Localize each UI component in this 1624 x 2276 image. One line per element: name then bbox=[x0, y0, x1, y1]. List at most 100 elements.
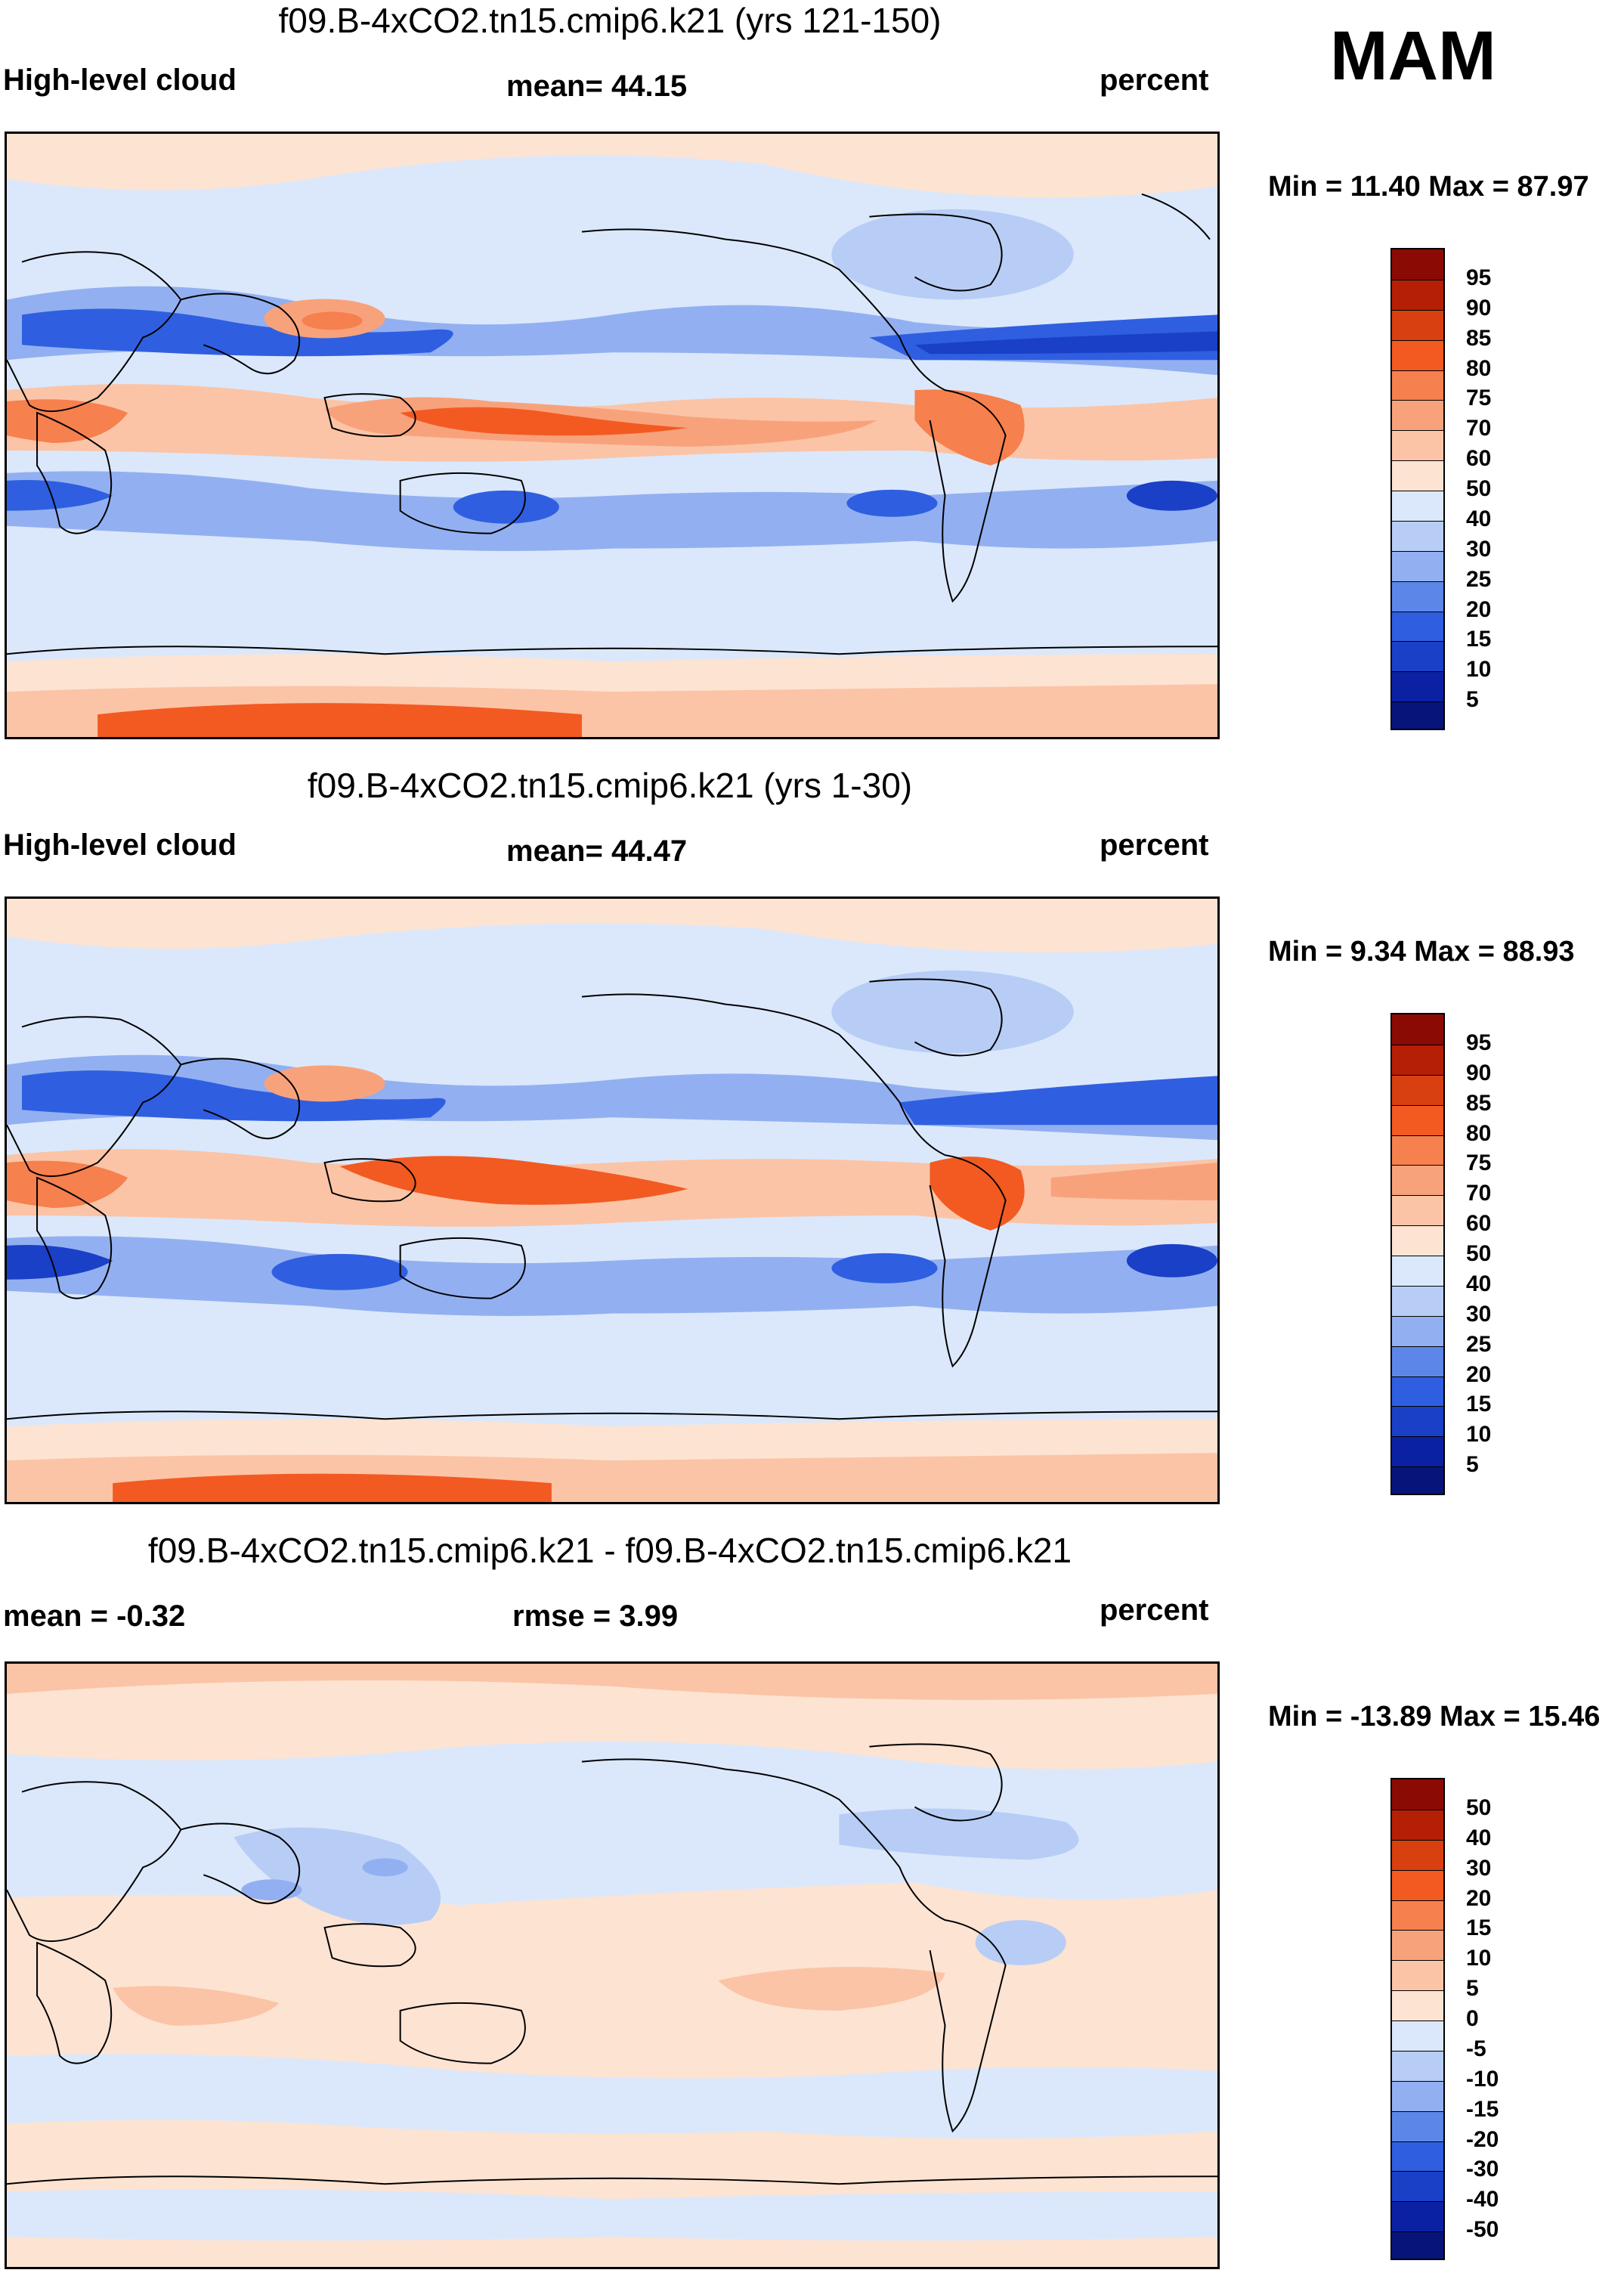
colorbar-swatch bbox=[1392, 1195, 1443, 1226]
colorbar-swatch bbox=[1392, 1839, 1443, 1870]
colorbar-swatch bbox=[1392, 460, 1443, 491]
colorbar-tick-label: 5 bbox=[1466, 1976, 1479, 2002]
colorbar-swatch bbox=[1392, 2141, 1443, 2172]
colorbar-tick-label: 15 bbox=[1466, 1915, 1492, 1941]
colorbar-tick-label: -30 bbox=[1466, 2157, 1499, 2182]
minmax-label: Min = 11.40 Max = 87.97 bbox=[1268, 171, 1589, 203]
colorbar-tick-label: -50 bbox=[1466, 2217, 1499, 2243]
colorbar-swatch bbox=[1392, 1809, 1443, 1840]
colorbar-swatches bbox=[1390, 1778, 1445, 2260]
colorbar-tick-label: 10 bbox=[1466, 657, 1492, 683]
colorbar-swatch bbox=[1392, 1869, 1443, 1900]
colorbar-swatch bbox=[1392, 2021, 1443, 2051]
colorbar-tick-label: 80 bbox=[1466, 355, 1492, 381]
colorbar-swatch bbox=[1392, 1960, 1443, 1991]
colorbar-2: 95 90 85 80 75 70 60 50 40 30 25 20 15 10 5 bbox=[1390, 1013, 1491, 1495]
colorbar-tick-label: 10 bbox=[1466, 1946, 1492, 1971]
units-label: percent bbox=[1100, 828, 1209, 862]
colorbar-tick-label: 40 bbox=[1466, 1825, 1492, 1850]
colorbar-swatch bbox=[1392, 1406, 1443, 1437]
colorbar-tick-label: 70 bbox=[1466, 416, 1492, 441]
colorbar-swatch bbox=[1392, 520, 1443, 551]
colorbar-tick-label: 5 bbox=[1466, 687, 1479, 713]
mean-label: mean = -0.32 bbox=[3, 1599, 186, 1633]
colorbar-tick-label: 95 bbox=[1466, 1030, 1492, 1055]
colorbar-tick-label: 5 bbox=[1466, 1452, 1479, 1478]
colorbar-tick-label: -15 bbox=[1466, 2096, 1499, 2122]
colorbar-tick-label: 60 bbox=[1466, 1211, 1492, 1237]
colorbar-swatch bbox=[1392, 430, 1443, 461]
colorbar-tick-label: 75 bbox=[1466, 386, 1492, 411]
colorbar-swatch bbox=[1392, 2231, 1443, 2259]
colorbar-swatch bbox=[1392, 2080, 1443, 2111]
colorbar-1: 95 90 85 80 75 70 60 50 40 30 25 20 15 10 5 bbox=[1390, 248, 1491, 730]
colorbar-swatches bbox=[1390, 1013, 1445, 1495]
colorbar-swatch bbox=[1392, 641, 1443, 672]
colorbar-swatch bbox=[1392, 1225, 1443, 1256]
mean-label: mean= 44.15 bbox=[506, 70, 688, 103]
colorbar-swatch bbox=[1392, 1315, 1443, 1346]
colorbar-swatch bbox=[1392, 1044, 1443, 1075]
minmax-label: Min = 9.34 Max = 88.93 bbox=[1268, 936, 1575, 968]
panel-title: f09.B-4xCO2.tn15.cmip6.k21 - f09.B-4xCO2… bbox=[147, 1531, 1072, 1570]
colorbar-tick-label: 90 bbox=[1466, 1060, 1492, 1085]
colorbar-swatch bbox=[1392, 1104, 1443, 1135]
colorbar-swatch bbox=[1392, 400, 1443, 431]
colorbar-swatch bbox=[1392, 550, 1443, 581]
colorbar-tick-label: -40 bbox=[1466, 2187, 1499, 2213]
colorbar-swatch bbox=[1392, 309, 1443, 340]
colorbar-tick-label: 30 bbox=[1466, 1301, 1492, 1327]
colorbar-swatch bbox=[1392, 1345, 1443, 1376]
colorbar-swatch bbox=[1392, 370, 1443, 401]
colorbar-tick-label: 50 bbox=[1466, 1794, 1492, 1820]
colorbar-tick-label: 60 bbox=[1466, 446, 1492, 472]
colorbar-swatch bbox=[1392, 2050, 1443, 2081]
units-label: percent bbox=[1100, 63, 1209, 97]
colorbar-tick-label: -10 bbox=[1466, 2066, 1499, 2092]
colorbar-swatch bbox=[1392, 1990, 1443, 2021]
colorbar-swatch bbox=[1392, 1466, 1443, 1494]
mean-label: mean= 44.47 bbox=[506, 835, 688, 868]
colorbar-swatches bbox=[1390, 248, 1445, 730]
colorbar-swatch bbox=[1392, 1256, 1443, 1286]
colorbar-tick-label: 85 bbox=[1466, 325, 1492, 351]
colorbar-swatch bbox=[1392, 249, 1443, 280]
colorbar-tick-label: 20 bbox=[1466, 1885, 1492, 1911]
colorbar-tick-label: -20 bbox=[1466, 2126, 1499, 2152]
colorbar-tick-label: 20 bbox=[1466, 596, 1492, 622]
colorbar-swatch bbox=[1392, 701, 1443, 729]
colorbar-tick-label: 50 bbox=[1466, 1241, 1492, 1266]
variable-label: High-level cloud bbox=[3, 828, 237, 862]
colorbar-swatch bbox=[1392, 671, 1443, 702]
colorbar-tick-label: 95 bbox=[1466, 265, 1492, 290]
colorbar-tick-label: 75 bbox=[1466, 1150, 1492, 1176]
colorbar-tick-label: 20 bbox=[1466, 1361, 1492, 1387]
colorbar-swatch bbox=[1392, 2110, 1443, 2141]
colorbar-tick-label: 25 bbox=[1466, 1331, 1492, 1357]
colorbar-tick-label: 15 bbox=[1466, 627, 1492, 652]
colorbar-swatch bbox=[1392, 1165, 1443, 1196]
panel-title: f09.B-4xCO2.tn15.cmip6.k21 (yrs 1-30) bbox=[307, 766, 913, 805]
colorbar-swatch bbox=[1392, 339, 1443, 370]
panel-title: f09.B-4xCO2.tn15.cmip6.k21 (yrs 121-150) bbox=[278, 1, 942, 40]
colorbar-tick-label: 30 bbox=[1466, 1855, 1492, 1881]
colorbar-swatch bbox=[1392, 1436, 1443, 1467]
colorbar-swatch bbox=[1392, 491, 1443, 521]
colorbar-swatch bbox=[1392, 1135, 1443, 1166]
colorbar-swatch bbox=[1392, 611, 1443, 642]
colorbar-tick-label: 0 bbox=[1466, 2006, 1479, 2031]
colorbar-tick-label: -5 bbox=[1466, 2036, 1486, 2061]
colorbar-tick-label: 50 bbox=[1466, 476, 1492, 501]
colorbar-tick-label: 80 bbox=[1466, 1120, 1492, 1146]
units-label: percent bbox=[1100, 1593, 1209, 1627]
colorbar-swatch bbox=[1392, 581, 1443, 612]
colorbar-swatch bbox=[1392, 1285, 1443, 1316]
colorbar-swatch bbox=[1392, 1074, 1443, 1105]
colorbar-tick-label: 40 bbox=[1466, 506, 1492, 531]
colorbar-swatch bbox=[1392, 1014, 1443, 1045]
map-panel-3 bbox=[5, 1661, 1220, 2269]
colorbar-tick-label: 10 bbox=[1466, 1422, 1492, 1448]
minmax-label: Min = -13.89 Max = 15.46 bbox=[1268, 1701, 1601, 1733]
variable-label: High-level cloud bbox=[3, 63, 237, 97]
colorbar-tick-label: 85 bbox=[1466, 1090, 1492, 1116]
